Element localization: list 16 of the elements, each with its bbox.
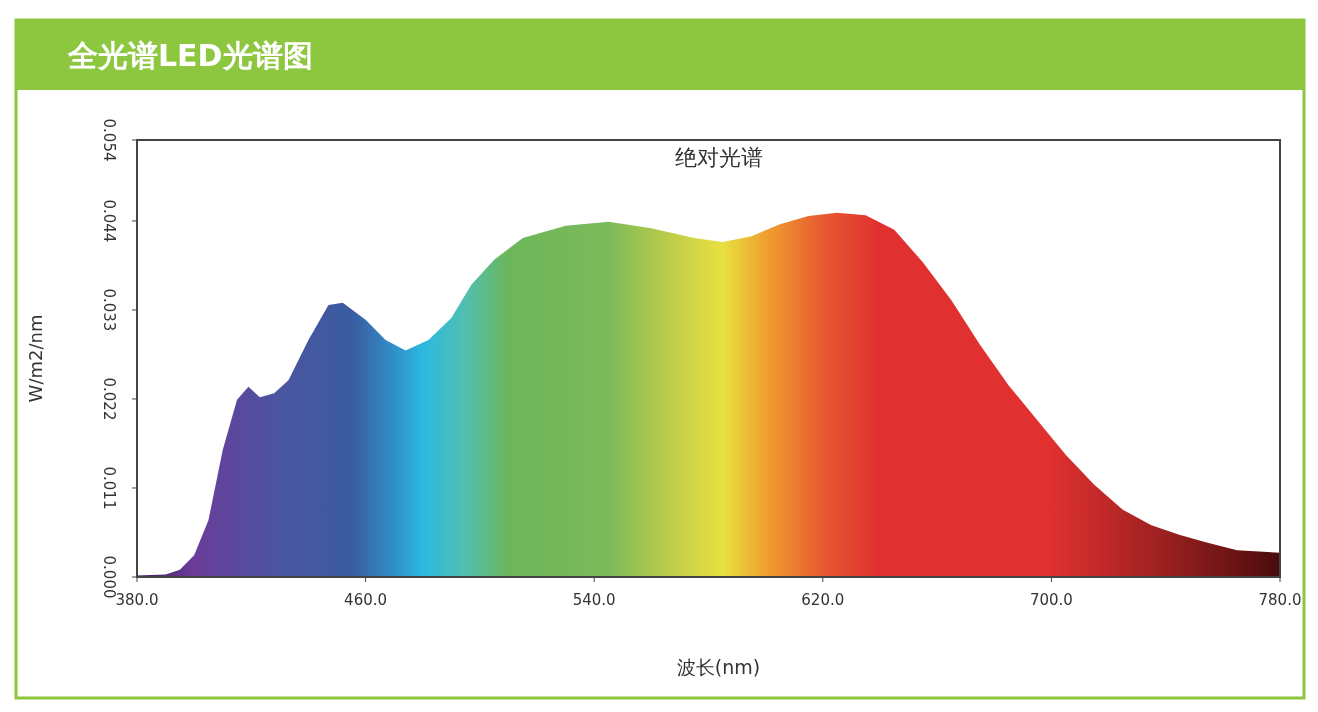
chart-subtitle: 绝对光谱 [674,145,763,170]
x-axis-title: 波长(nm) [676,656,761,678]
y-tick-label: 0.044 [100,199,118,243]
x-tick-label: 780.0 [1258,591,1302,609]
y-tick-label: 0.000 [100,555,118,599]
y-tick-label: 0.022 [100,377,118,421]
y-tick-label: 0.054 [100,118,118,162]
x-tick-label: 700.0 [1029,591,1073,609]
x-tick-label: 620.0 [801,591,845,609]
chart-title: 全光谱LED光谱图 [67,38,313,73]
x-tick-label: 380.0 [115,591,159,609]
y-tick-label: 0.033 [100,288,118,332]
x-tick-label: 540.0 [572,591,616,609]
y-axis-title: W/m2/nm [25,314,46,403]
y-tick-label: 0.011 [100,466,118,510]
x-tick-label: 460.0 [344,591,388,609]
